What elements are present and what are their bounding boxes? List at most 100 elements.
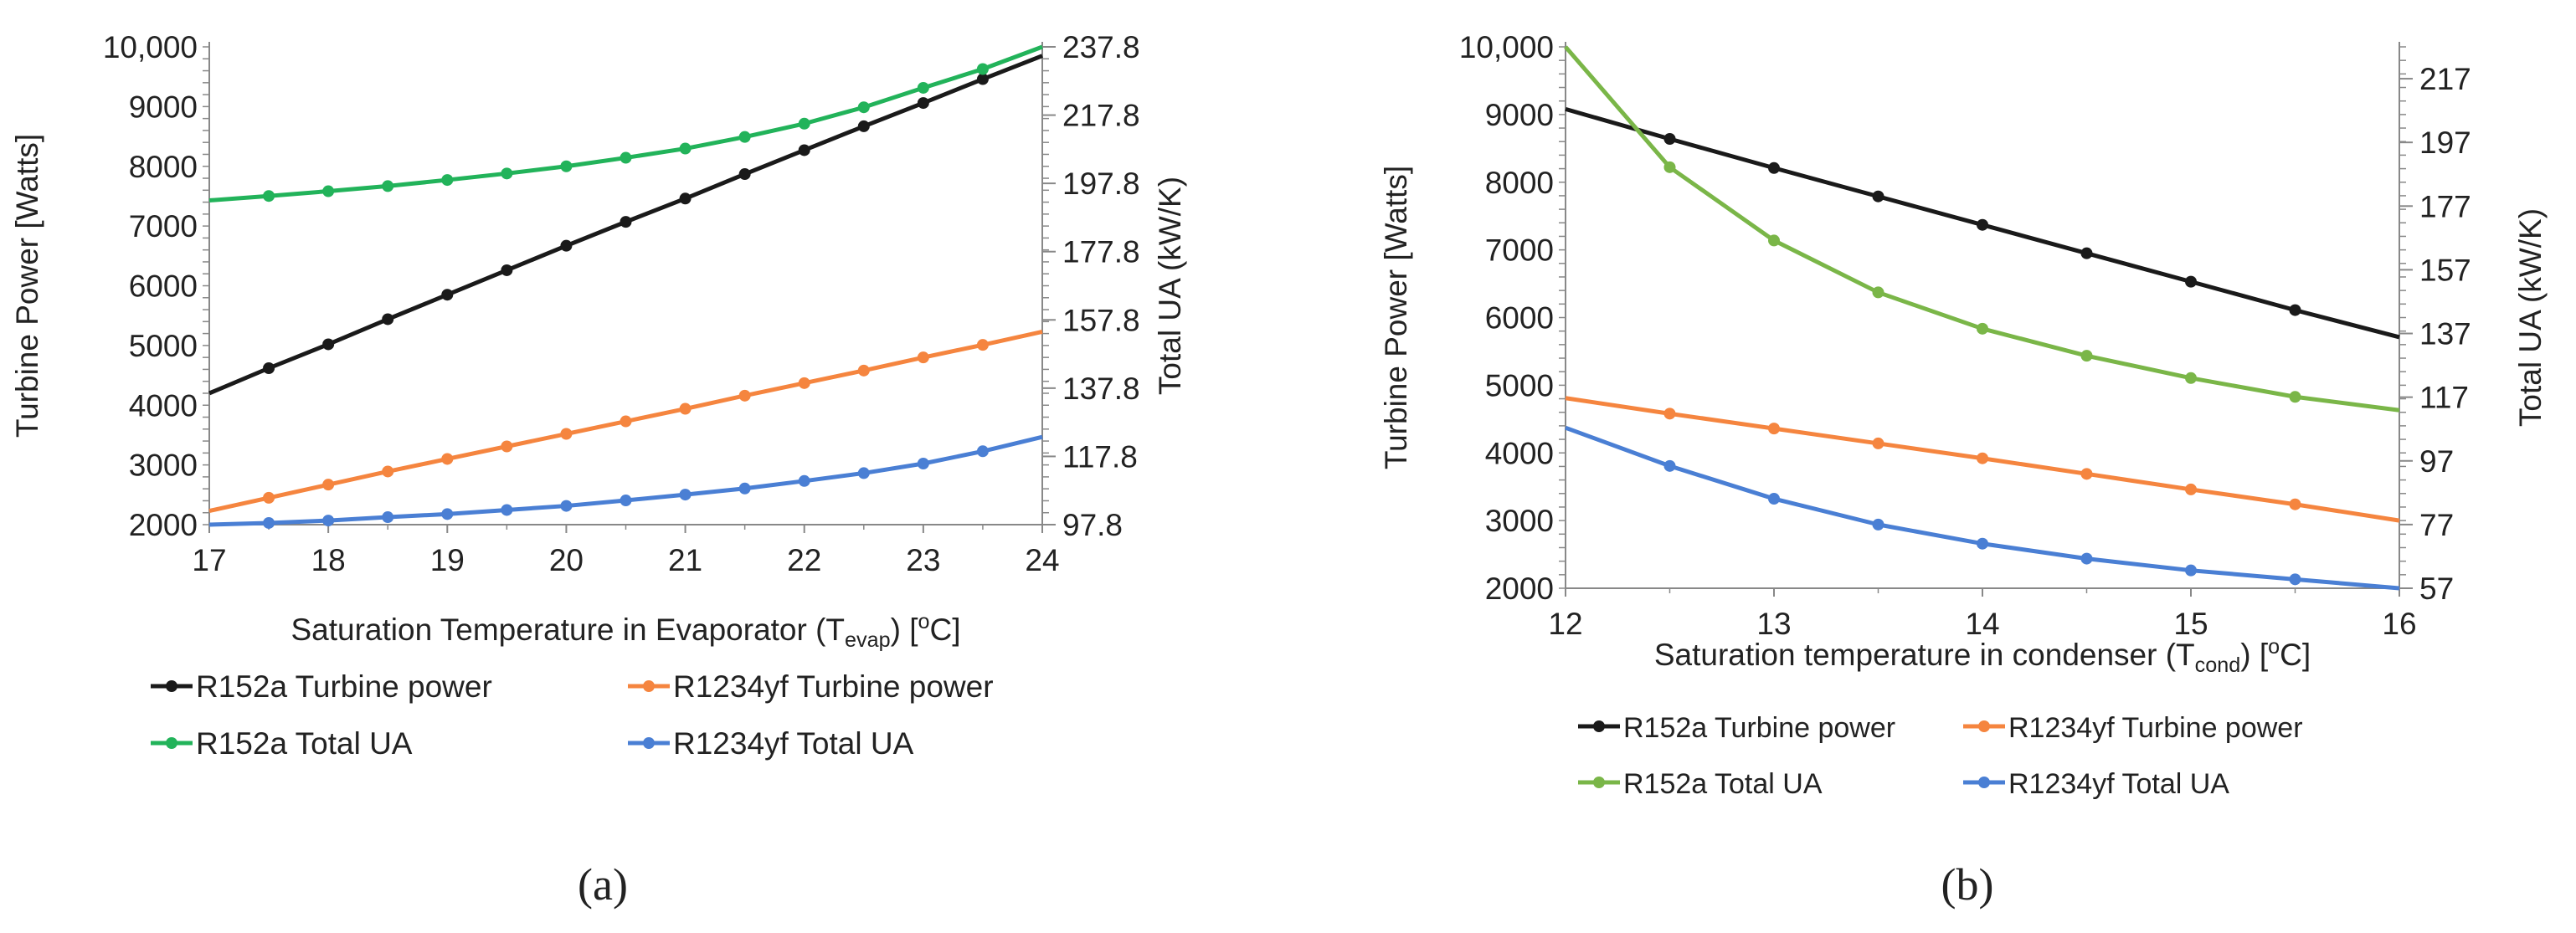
series-line-r1234yf-total-ua [208,434,1043,527]
y-right-tick-label: 177 [2419,189,2471,223]
y-left-tick-label: 9000 [1485,98,1554,132]
data-point [560,500,573,512]
data-point [1768,423,1780,435]
data-point [1977,218,1988,231]
x-axis-title-bracket: ) [ [891,613,918,647]
data-point [917,351,929,364]
x-axis-title-main: Saturation temperature in condenser (T [1654,638,2195,672]
data-point [263,516,275,529]
data-point [1977,452,1988,464]
y-right-tick-label: 117.8 [1062,439,1138,474]
legend-swatch-marker [1593,777,1605,788]
data-point [501,167,513,180]
data-point [679,489,692,501]
data-point [1663,459,1676,472]
data-point [2185,564,2197,577]
legend-swatch-marker [166,680,177,692]
x-tick-label: 21 [668,543,702,577]
data-point [976,73,989,85]
legend-item: R152a Turbine power [1578,712,1895,744]
data-point [1872,286,1884,299]
data-point [738,168,751,181]
legend-item: R1234yf Turbine power [628,669,994,704]
data-point [263,190,275,202]
data-point [1977,537,1988,550]
legend-label: R152a Turbine power [196,669,492,704]
data-point [560,428,573,440]
data-point [738,389,751,402]
y-right-tick-label: 197.8 [1062,167,1140,201]
data-point [620,495,632,507]
data-point [1663,161,1676,173]
series-line-r152a-total-ua [208,44,1043,203]
x-tick-label: 23 [906,543,940,577]
x-axis-title-subscript: evap [845,628,891,652]
data-point [501,264,513,276]
y-right-tick-label: 137 [2419,317,2471,351]
x-axis-title: Saturation temperature in condenser (Tco… [1654,635,2311,677]
data-point [2289,498,2301,510]
y-left-tick-label: 2000 [129,508,198,542]
chart-panel-b: 12 13 14 15 16 2000 3000 4000 5000 6000 7000 8000 90… [1379,30,2548,910]
panel-label: (a) [578,859,628,910]
data-point [2289,304,2301,316]
data-point [2185,275,2197,288]
data-point [501,440,513,453]
data-point [322,338,335,351]
chart-panel-a: 17 18 19 20 21 22 23 24 2000 3000 4000 5000 6000 7000… [10,30,1187,910]
x-axis-title-bracket: ) [ [2240,638,2268,672]
data-point [1977,322,1988,335]
x-axis-title: Saturation Temperature in Evaporator (Te… [291,610,961,652]
x-tick-label: 24 [1025,543,1059,577]
data-point [2185,483,2197,495]
data-point [917,457,929,469]
data-point [738,131,751,143]
y-right-axis-title: Total UA (kW/K) [2513,208,2548,427]
data-point [976,63,989,75]
data-point [2080,552,2093,565]
data-point [798,377,810,389]
x-axis-title-superscript: o [918,610,930,633]
y-right-tick-label: 97 [2419,444,2454,479]
data-point [2185,372,2197,384]
x-tick-label: 16 [2382,607,2416,641]
data-point [2080,350,2093,362]
y-left-tick-label: 7000 [129,209,198,244]
data-point [857,364,870,377]
y-right-tick-label: 157 [2419,253,2471,287]
data-point [1663,132,1676,145]
data-point [1768,493,1780,505]
data-point [560,160,573,172]
data-point [2080,468,2093,480]
legend-item: R152a Total UA [1578,768,1823,800]
data-point [263,361,275,374]
x-axis-title-subscript: cond [2195,654,2241,677]
data-point [620,216,632,228]
y-right-tick-label: 137.8 [1062,372,1140,406]
data-point [382,465,394,478]
y-right-tick-label: 197 [2419,126,2471,160]
x-tick-label: 18 [311,543,346,577]
y-right-tick-label: 157.8 [1062,303,1140,337]
y-left-tick-label: 4000 [1485,436,1554,470]
data-point [322,185,335,197]
y-left-tick-label: 6000 [129,269,198,304]
legend-item: R1234yf Turbine power [1963,712,2303,744]
data-point [620,415,632,428]
series-line-r1234yf-total-ua [1565,425,2400,591]
legend-swatch-marker [1978,777,1990,788]
y-right-tick-label: 237.8 [1062,30,1140,64]
y-right-tick-label: 117 [2419,381,2469,415]
data-point [857,101,870,114]
data-point [738,482,751,495]
y-right-tick-label: 217 [2419,62,2471,96]
legend-swatch-marker [1593,720,1605,732]
y-left-tick-label: 5000 [1485,368,1554,402]
data-point [2080,247,2093,259]
data-point [263,491,275,504]
legend-label: R152a Total UA [196,726,413,761]
data-point [798,117,810,130]
data-point [857,467,870,479]
x-tick-label: 19 [430,543,465,577]
